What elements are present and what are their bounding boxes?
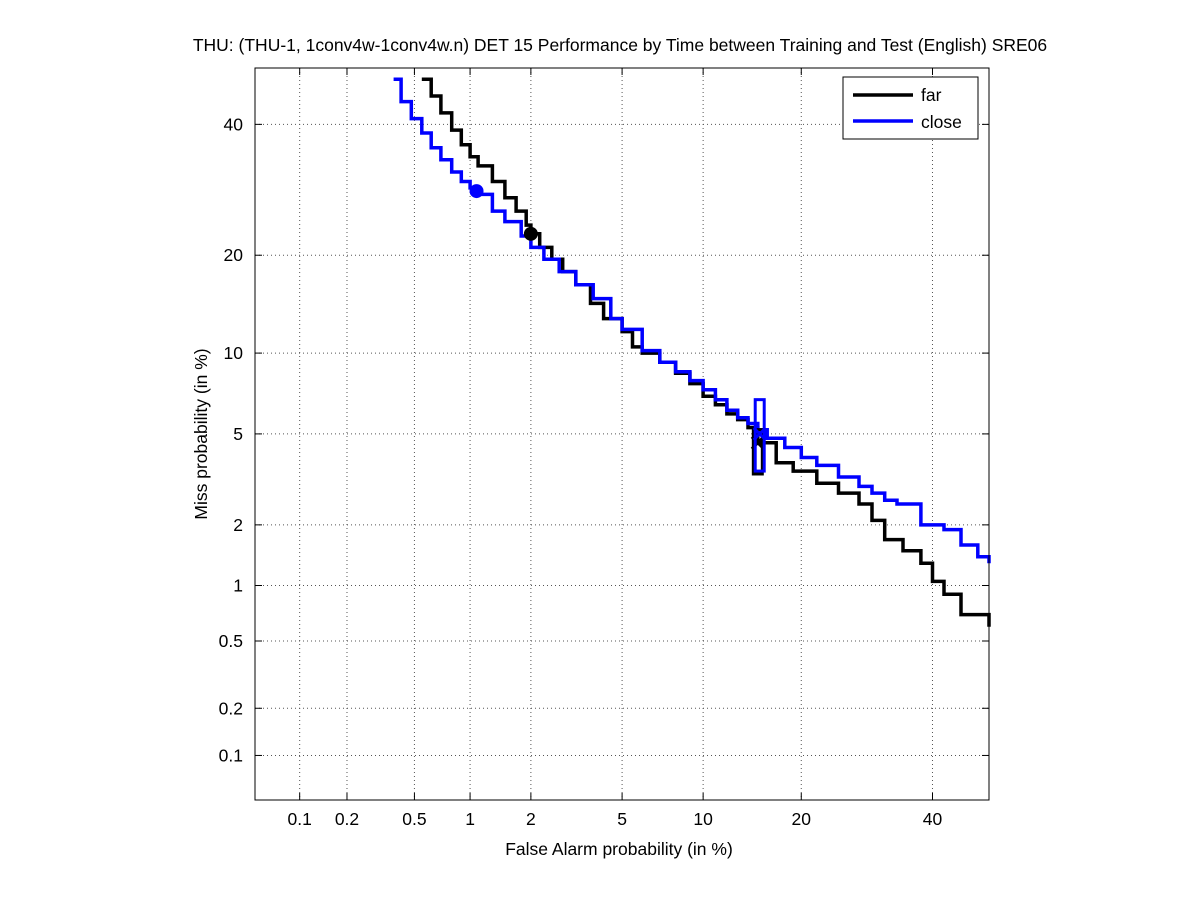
y-tick-label: 0.5	[219, 631, 243, 651]
y-tick-label: 0.2	[219, 698, 243, 718]
y-tick-labels: 0.1 0.2 0.5 1 2 5 10 20 40	[219, 114, 244, 765]
marker-close-circle	[469, 184, 484, 199]
plot-frame	[254, 67, 990, 801]
x-tick-label: 5	[617, 809, 627, 829]
y-tick-label: 40	[224, 114, 244, 134]
x-axis-label: False Alarm probability (in %)	[505, 839, 733, 859]
chart-title: THU: (THU-1, 1conv4w-1conv4w.n) DET 15 P…	[193, 35, 1047, 55]
y-tick-label: 5	[233, 424, 243, 444]
legend-box	[842, 76, 979, 140]
y-axis-label: Miss probability (in %)	[191, 348, 211, 519]
tick-marks	[255, 68, 989, 800]
grid-lines	[255, 68, 989, 800]
y-tick-label: 2	[233, 515, 243, 535]
x-tick-label: 10	[693, 809, 713, 829]
y-tick-label: 10	[224, 343, 244, 363]
x-tick-label: 2	[526, 809, 536, 829]
x-tick-label: 0.2	[335, 809, 359, 829]
legend-label-close: close	[921, 112, 962, 132]
series-line-close	[393, 77, 991, 564]
marker-layer	[469, 184, 767, 476]
legend: far close	[842, 76, 979, 140]
marker-close-box-cross	[752, 426, 767, 441]
y-tick-label: 0.1	[219, 745, 243, 765]
marker-far-circle	[523, 226, 538, 241]
y-tick-label: 20	[224, 245, 244, 265]
x-tick-labels: 0.1 0.2 0.5 1 2 5 10 20 40	[288, 809, 943, 829]
x-tick-label: 1	[465, 809, 475, 829]
series-layer	[393, 77, 991, 627]
x-tick-label: 0.1	[288, 809, 312, 829]
y-tick-label: 1	[233, 576, 243, 596]
x-tick-label: 40	[923, 809, 943, 829]
x-tick-label: 0.5	[402, 809, 426, 829]
marker-far-box	[751, 428, 764, 476]
legend-label-far: far	[921, 85, 942, 105]
x-tick-label: 20	[792, 809, 812, 829]
marker-close-box	[753, 398, 766, 473]
